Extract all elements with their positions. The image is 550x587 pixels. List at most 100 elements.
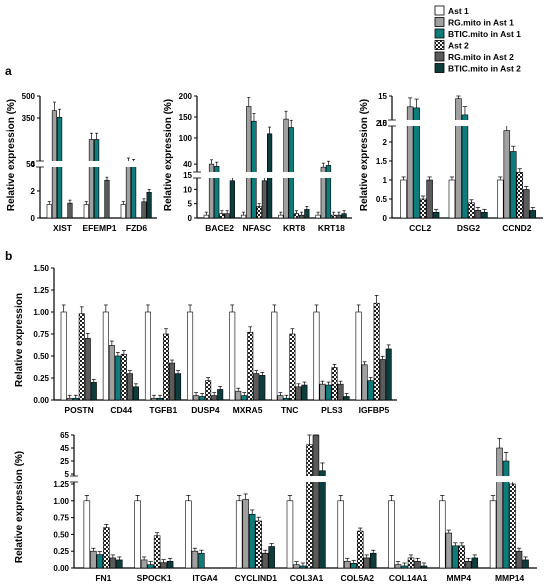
- bar: [295, 386, 302, 401]
- bar: [185, 500, 192, 569]
- bar: [373, 302, 380, 401]
- bar: [509, 483, 516, 569]
- bar: [356, 530, 364, 569]
- bar: [331, 367, 338, 401]
- bar: [445, 532, 453, 569]
- bar: [78, 313, 85, 401]
- category-label: MMP14: [495, 573, 525, 583]
- bar: [88, 139, 95, 219]
- y-tick-label: 2: [31, 187, 36, 196]
- bar: [147, 564, 154, 569]
- bar: [313, 311, 320, 401]
- bar: [301, 384, 308, 401]
- bar: [241, 395, 248, 401]
- legend-label: BTIC.mito in Ast 2: [448, 64, 521, 74]
- bar: [251, 120, 257, 219]
- bar: [108, 345, 115, 401]
- bar: [205, 380, 212, 401]
- bar: [336, 214, 342, 219]
- axis-break: [69, 476, 537, 482]
- bar: [471, 557, 479, 569]
- bar: [66, 397, 73, 401]
- y-tick-label: 1.00: [33, 308, 49, 317]
- y-tick-label: 0.50: [53, 530, 69, 539]
- axis-break: [35, 161, 157, 167]
- bar: [481, 212, 488, 219]
- bar: [489, 500, 497, 569]
- bar: [153, 535, 161, 569]
- bar: [331, 214, 337, 219]
- y-tick-label: 0.00: [33, 396, 49, 405]
- legend-swatch: [434, 17, 445, 27]
- bar: [114, 355, 121, 401]
- bar: [224, 213, 230, 219]
- category-label: MMP4: [447, 573, 472, 583]
- bar: [439, 500, 446, 569]
- y-tick-label: 5: [65, 470, 70, 479]
- y-tick-label: 150: [179, 113, 193, 122]
- bar: [379, 359, 386, 401]
- bar: [125, 162, 132, 219]
- y-tick-label: 1.5: [376, 157, 388, 166]
- bar: [394, 564, 402, 569]
- category-label: FZD6: [126, 223, 148, 233]
- bar: [187, 311, 194, 401]
- bar: [407, 557, 415, 569]
- bar: [343, 560, 351, 569]
- bar: [515, 550, 523, 569]
- bar: [432, 212, 440, 219]
- y-tick-label: 4: [31, 160, 36, 169]
- y-tick-label: 1.00: [53, 497, 69, 506]
- category-label: DUSP4: [191, 405, 220, 415]
- bar: [120, 353, 127, 401]
- bar: [253, 373, 260, 401]
- category-label: BACE2: [205, 223, 234, 233]
- category-label: COL3A1: [290, 573, 324, 583]
- bar: [312, 434, 320, 569]
- bar: [355, 311, 362, 401]
- bar: [283, 118, 289, 219]
- y-tick-label: 500: [22, 92, 36, 101]
- y-tick-label: 25: [60, 457, 69, 466]
- bar: [217, 389, 224, 401]
- bar: [67, 202, 73, 219]
- bar: [261, 552, 269, 569]
- bar: [96, 554, 104, 569]
- legend-swatch: [434, 40, 445, 50]
- y-tick-label: 15: [183, 171, 192, 180]
- bar: [289, 333, 296, 401]
- bar: [401, 565, 408, 569]
- bar: [83, 500, 91, 569]
- bar: [242, 499, 249, 569]
- bar: [193, 395, 200, 401]
- y-tick-label: 10: [183, 185, 192, 194]
- bar: [163, 333, 170, 401]
- category-label: KRT8: [283, 223, 305, 233]
- bar: [465, 560, 472, 569]
- y-axis-title-a2: Relative expression (%): [163, 99, 174, 211]
- bar: [160, 562, 167, 569]
- category-label: SPOCK1: [137, 573, 172, 583]
- y-tick-label: 0.75: [33, 330, 49, 339]
- category-label: MXRA5: [233, 405, 263, 415]
- bar: [369, 552, 377, 569]
- bar: [191, 550, 199, 569]
- panel-label-a: a: [5, 64, 12, 78]
- bar: [367, 380, 374, 401]
- y-tick-label: 0: [383, 214, 388, 223]
- legend-label: RG.mito in Ast 1: [448, 18, 514, 28]
- category-label: POSTN: [64, 405, 93, 415]
- bar: [102, 311, 109, 401]
- category-label: ITGA4: [192, 573, 217, 583]
- legend-swatch: [434, 5, 445, 16]
- category-label: DSG2: [457, 223, 480, 233]
- bar: [306, 444, 313, 569]
- bar: [90, 382, 97, 401]
- y-tick-label: 65: [60, 431, 69, 440]
- bar: [516, 172, 524, 219]
- bar: [235, 390, 242, 401]
- bar: [458, 545, 466, 569]
- panel-label-b: b: [5, 249, 12, 263]
- category-label: TNC: [281, 405, 298, 415]
